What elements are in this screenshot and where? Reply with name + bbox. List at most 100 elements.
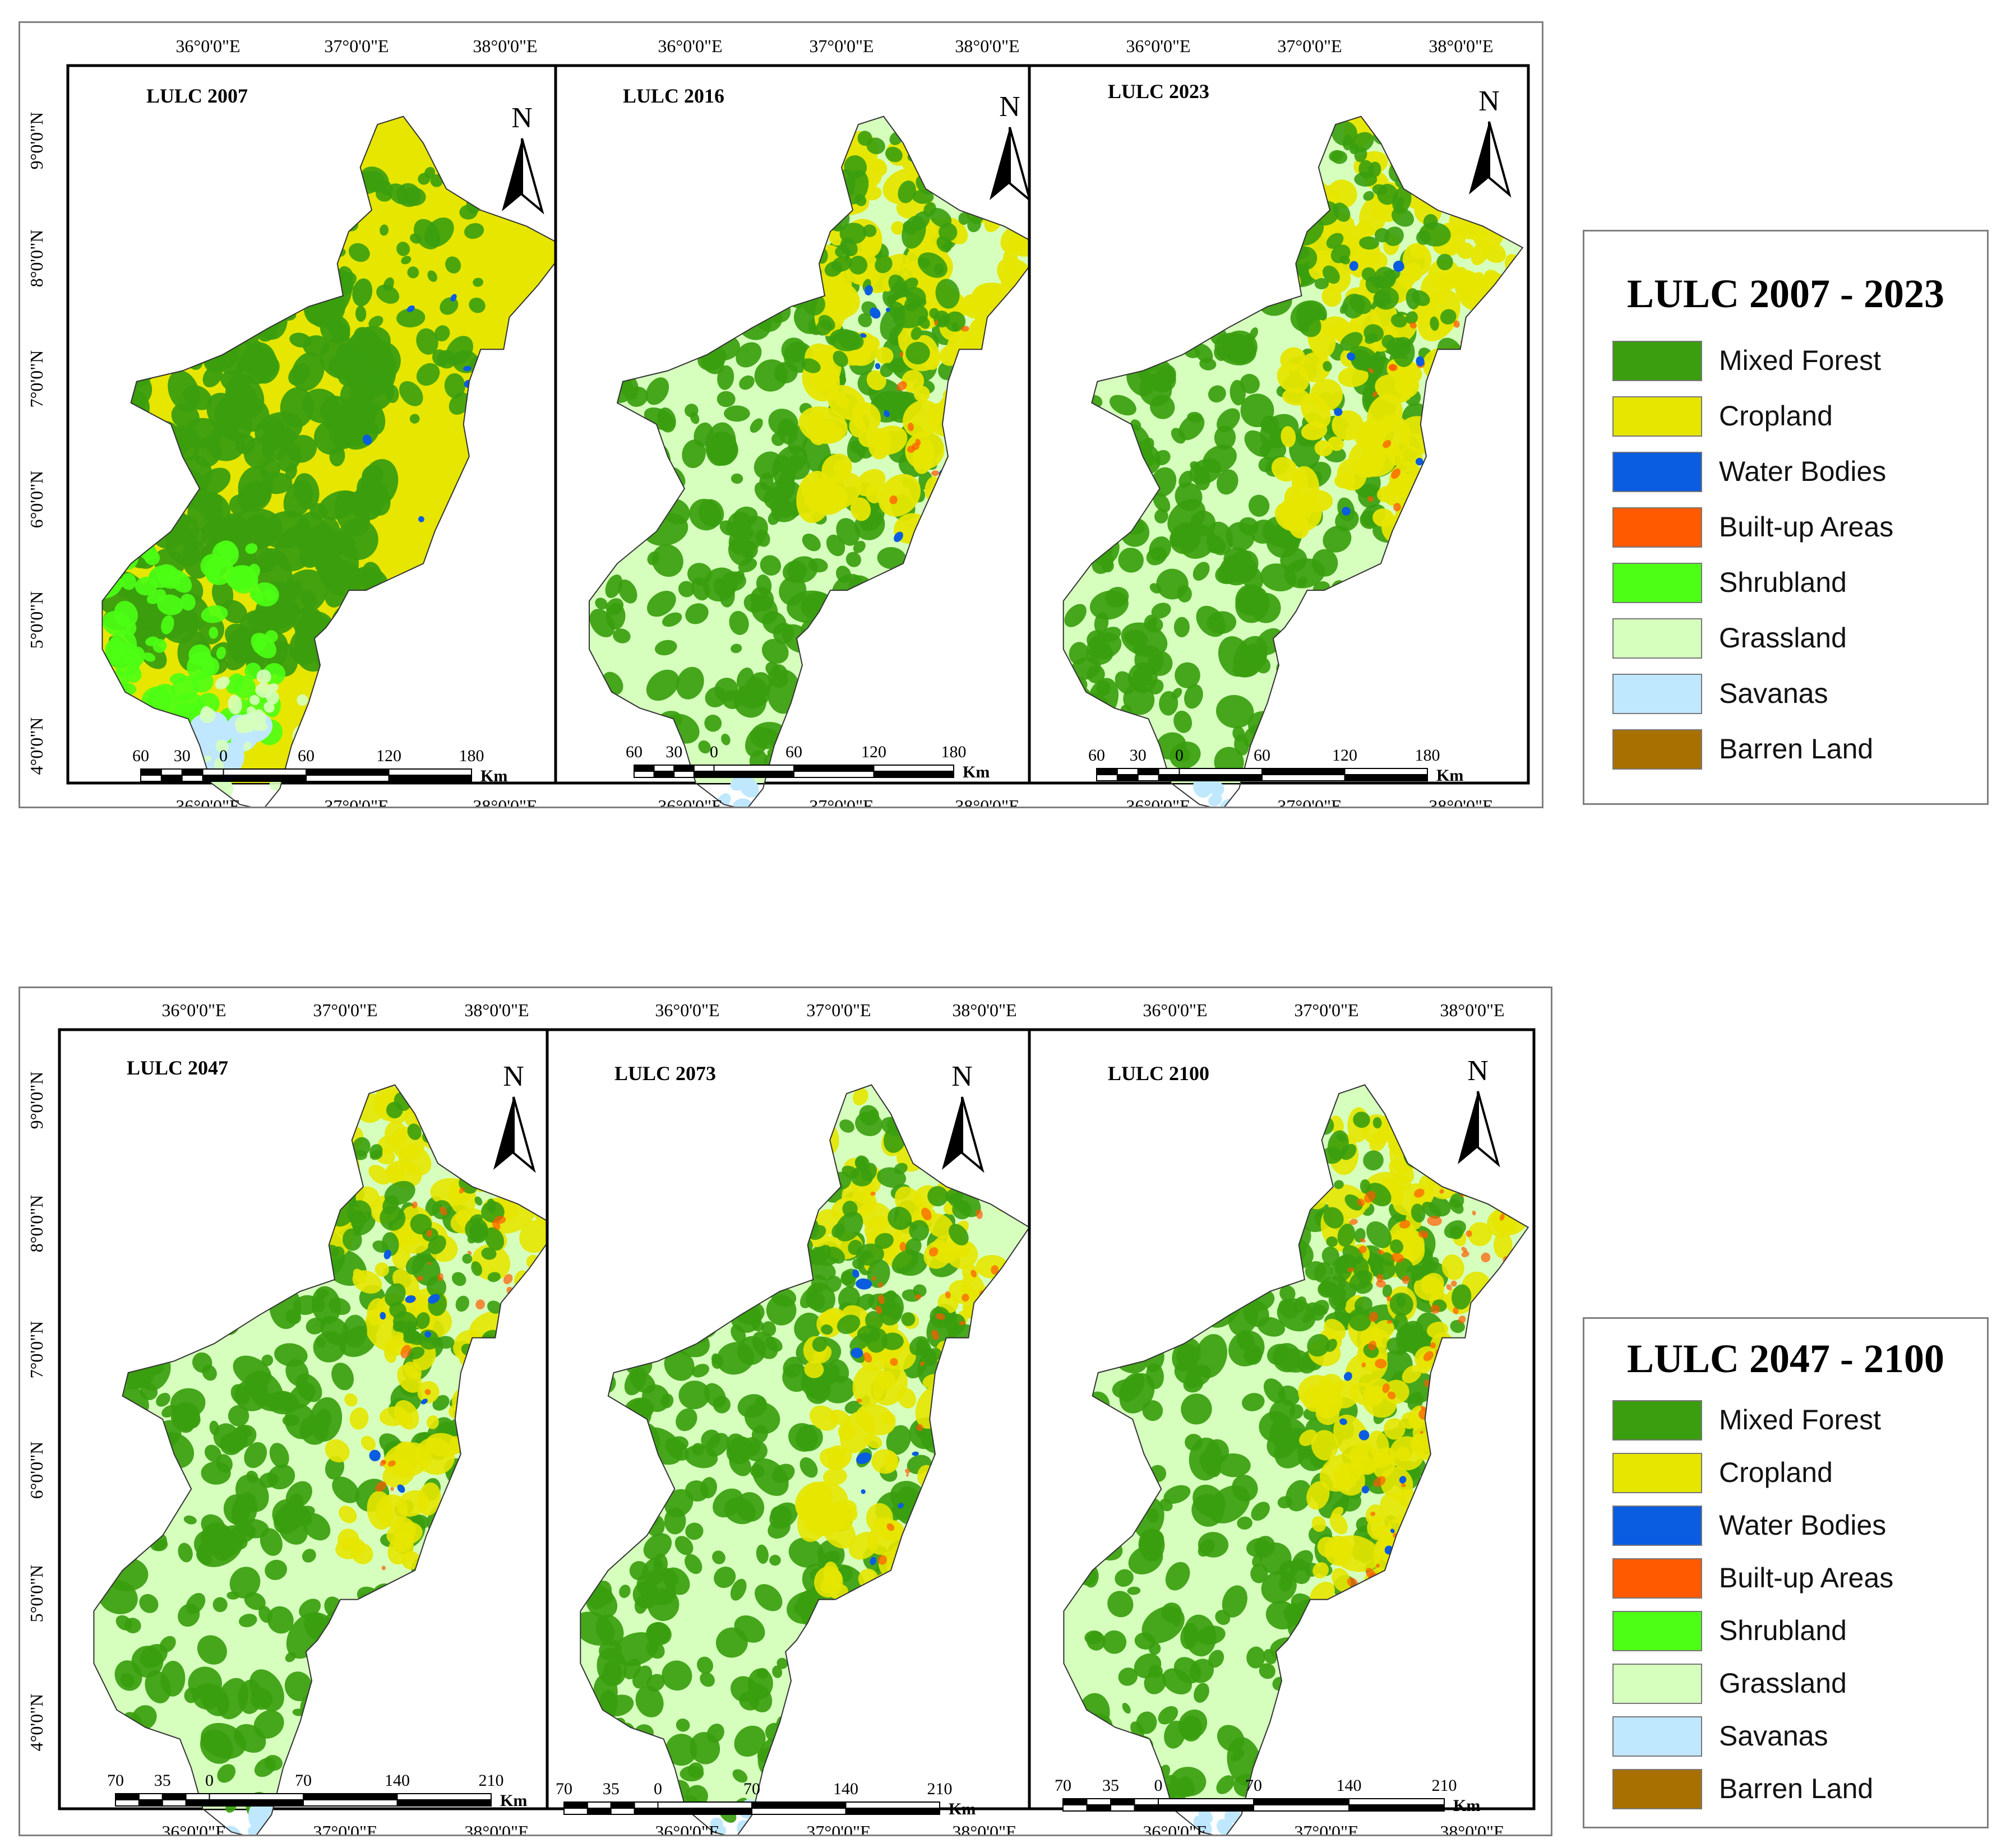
scale-label: 120 [376,747,401,765]
scale-label: 120 [1332,746,1357,765]
legend-label: Water Bodies [1719,456,1887,487]
legend-label: Grassland [1719,622,1847,654]
region-outline [589,115,1044,807]
panel-title: LULC 2023 [1108,80,1209,103]
longitude-label-bottom: 37°0'0"E [809,796,873,807]
legend-label: Barren Land [1719,1773,1874,1804]
scale-label: 180 [1415,746,1440,765]
north-arrow-icon: N [493,1060,536,1173]
longitude-label-top: 38°0'0"E [464,1000,529,1020]
scale-label: 60 [132,747,149,765]
longitude-label-top: 38°0'0"E [1429,36,1493,56]
panel-title: LULC 2016 [623,85,724,107]
legend-label: Mixed Forest [1719,1404,1881,1435]
scale-label: 0 [219,747,228,765]
scale-label: 0 [1154,1776,1163,1795]
map-panel-lulc-2016: LULC 2016 N 60 30 0 60 120 180 Km 36°0'0"E 36°0'0"… [554,36,1051,807]
scale-label: 30 [665,743,682,761]
legend-2047-2100: LULC 2047 - 2100 Mixed Forest Cropland Wat… [1583,1317,1989,1828]
scale-label: 210 [1432,1776,1457,1795]
legend-swatch [1612,1453,1702,1493]
longitude-label-bottom: 37°0'0"E [1277,796,1342,807]
longitude-label-bottom: 37°0'0"E [806,1822,871,1835]
map-panel-lulc-2007: LULC 2007 N 60 30 0 60 120 180 Km 36°0'0"E 36°0'0"… [66,36,574,807]
latitude-label: 6°0'0"N [26,1442,47,1499]
scale-label: 70 [107,1771,124,1790]
latitude-label: 5°0'0"N [26,1565,47,1623]
legend-title: LULC 2007 - 2023 [1626,271,1944,316]
longitude-label-bottom: 36°0'0"E [655,1822,719,1835]
scale-label: 60 [785,743,802,761]
panel-title: LULC 2100 [1108,1062,1209,1085]
panel-title: LULC 2007 [146,85,248,107]
scale-label: 70 [1245,1776,1262,1795]
longitude-label-top: 38°0'0"E [952,1000,1016,1020]
legend-swatch [1612,674,1702,714]
scale-label: 120 [861,743,886,761]
scale-label: 35 [603,1780,620,1798]
longitude-label-bottom: 36°0'0"E [1143,1822,1207,1835]
legend-2007-2023: LULC 2007 - 2023 Mixed Forest Cropland Wat… [1583,230,1989,805]
scale-label: 0 [1175,746,1184,765]
legend-label: Cropland [1719,400,1833,432]
scale-label: 70 [295,1771,312,1790]
legend-label: Mixed Forest [1719,345,1881,376]
panel-title: LULC 2047 [127,1057,228,1079]
region-outline [101,115,568,807]
longitude-label-bottom: 36°0'0"E [658,796,722,807]
latitude-label: 4°0'0"N [26,717,47,775]
legend-swatch [1612,563,1702,603]
longitude-label-top: 38°0'0"E [473,36,537,56]
legend-swatch [1612,618,1702,659]
scale-label: 0 [654,1780,662,1798]
legend-label: Savanas [1719,678,1828,709]
region-outline [1063,1084,1529,1835]
legend-label: Built-up Areas [1719,1562,1894,1594]
latitude-label: 9°0'0"N [26,1072,47,1129]
figure-svg: 9°0'0"N 8°0'0"N 7°0'0"N 6°0'0"N 5°0'0"N 4°0'0… [26,1000,1536,1835]
scale-label: 60 [1088,746,1105,765]
legend-swatch [1612,396,1702,437]
scale-label: 60 [626,743,643,761]
scale-label: 140 [1337,1776,1362,1795]
legend-swatch [1612,507,1702,548]
north-label: N [1467,1055,1489,1087]
latitude-label: 4°0'0"N [26,1694,47,1752]
scale-label: 70 [556,1780,572,1798]
scale-unit: Km [1453,1796,1480,1815]
scale-label: 30 [174,747,191,765]
scale-label: 35 [154,1771,171,1790]
scale-label: 30 [1130,746,1147,765]
longitude-label-top: 36°0'0"E [161,1000,226,1020]
north-arrow-icon: N [1469,85,1512,198]
longitude-label-top: 37°0'0"E [1277,36,1342,56]
legend-swatch [1612,1506,1702,1546]
legend-label: Built-up Areas [1719,511,1894,543]
longitude-label-top: 36°0'0"E [175,36,240,56]
longitude-label-top: 36°0'0"E [655,1000,719,1020]
scale-unit: Km [500,1791,527,1810]
scale-unit: Km [1436,766,1463,785]
scale-label: 210 [927,1780,953,1798]
north-arrow-icon: N [1458,1055,1500,1168]
longitude-label-top: 36°0'0"E [1143,1000,1207,1020]
figure-svg: 9°0'0"N 8°0'0"N 7°0'0"N 6°0'0"N 5°0'0"N 4°0'0… [26,36,1530,807]
scale-label: 35 [1102,1776,1119,1795]
map-figure-2047-2100: 9°0'0"N 8°0'0"N 7°0'0"N 6°0'0"N 5°0'0"N 4°0'0… [19,986,1552,1836]
panel-title: LULC 2073 [614,1062,716,1085]
scale-label: 140 [833,1780,858,1798]
map-panel-lulc-2073: LULC 2073 N 70 35 0 70 140 210 Km 36°0'0"E 36°0'0"… [546,1000,1037,1835]
longitude-label-bottom: 36°0'0"E [175,796,240,807]
north-label: N [511,102,533,134]
longitude-label-top: 37°0'0"E [809,36,873,56]
scale-unit: Km [949,1800,976,1818]
legend-swatch [1612,1769,1702,1809]
longitude-label-top: 38°0'0"E [1440,1000,1504,1020]
longitude-label-top: 36°0'0"E [658,36,722,56]
latitude-label: 7°0'0"N [26,1321,47,1379]
north-arrow-icon: N [990,91,1032,203]
